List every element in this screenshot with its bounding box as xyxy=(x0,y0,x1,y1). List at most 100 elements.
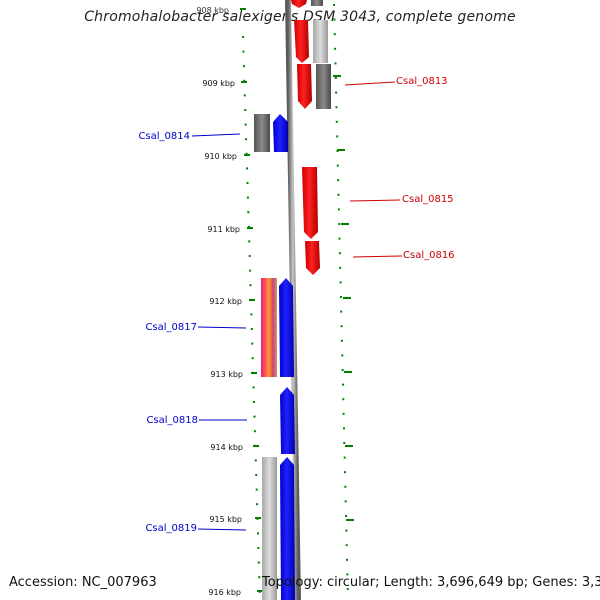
gene-label-csal-0813[interactable]: Csal_0813 xyxy=(396,76,448,87)
track-dot xyxy=(339,266,342,269)
gene-feature-forward[interactable] xyxy=(291,0,307,8)
gene-label-csal-0817[interactable]: Csal_0817 xyxy=(145,322,197,333)
genome-title: Chromohalobacter salexigens DSM 3043, co… xyxy=(84,9,516,25)
gene-csal-0819[interactable] xyxy=(280,457,295,600)
gene-feature-forward[interactable] xyxy=(294,20,309,63)
gene-label-csal-0816[interactable]: Csal_0816 xyxy=(403,250,455,261)
track-dot xyxy=(346,588,349,590)
accession-text: Accession: NC_007963 xyxy=(9,575,157,590)
track-dot xyxy=(342,398,345,401)
track-dot xyxy=(257,561,260,564)
track-dot xyxy=(334,47,337,50)
leader-line xyxy=(191,133,241,137)
track-dot xyxy=(246,167,248,170)
track-dot xyxy=(257,532,259,535)
reverse-genes xyxy=(254,114,295,600)
track-dot xyxy=(243,79,246,82)
track-dot xyxy=(346,573,349,576)
track-dot xyxy=(242,50,245,53)
track-dot xyxy=(250,328,253,330)
track-dot xyxy=(247,225,250,228)
track-dot xyxy=(340,325,343,328)
track-dot xyxy=(250,313,253,316)
track-dot xyxy=(256,503,259,506)
ruler-tick-label: 911 kbp xyxy=(207,225,240,234)
track-dot xyxy=(255,488,258,491)
gene-label-csal-0815[interactable]: Csal_0815 xyxy=(402,194,454,205)
ruler-tick-label: 910 kbp xyxy=(204,152,237,161)
track-dot xyxy=(340,339,343,342)
gene-csal-0815[interactable] xyxy=(302,167,318,239)
track-dot xyxy=(245,138,248,141)
track-dot xyxy=(345,529,348,532)
track-dot xyxy=(344,471,346,474)
ruler-tick-label: 913 kbp xyxy=(210,370,243,379)
gene-csal-0813[interactable] xyxy=(297,64,312,109)
track-dot xyxy=(335,91,338,94)
gene-labels: Csal_0813 Csal_0815 Csal_0816 Csal_0814 … xyxy=(138,76,454,534)
track-dot xyxy=(244,123,247,126)
gene-feature-gray[interactable] xyxy=(316,64,331,109)
genome-summary-text: Topology: circular; Length: 3,696,649 bp… xyxy=(262,575,600,590)
track-dot xyxy=(343,442,346,444)
track-dot xyxy=(252,386,255,389)
gene-feature-gray[interactable] xyxy=(311,0,323,6)
track-dot xyxy=(334,77,337,79)
track-dot xyxy=(258,576,261,579)
ruler-tick-label: 912 kbp xyxy=(209,297,242,306)
track-dot xyxy=(333,18,336,21)
track-dot xyxy=(337,193,340,196)
gene-label-csal-0819[interactable]: Csal_0819 xyxy=(145,523,197,534)
leader-line xyxy=(349,199,401,202)
track-dot xyxy=(246,196,249,199)
gene-label-csal-0814[interactable]: Csal_0814 xyxy=(138,131,190,142)
track-dot xyxy=(242,36,245,38)
gene-label-csal-0818[interactable]: Csal_0818 xyxy=(146,415,198,426)
track-dot xyxy=(247,211,250,214)
gene-csal-0817[interactable] xyxy=(279,278,294,377)
track-dot xyxy=(339,296,342,298)
track-dot xyxy=(345,515,347,517)
leader-line xyxy=(197,528,247,531)
gene-feature-light[interactable] xyxy=(313,20,328,63)
track-dot xyxy=(335,106,338,109)
gene-csal-0816[interactable] xyxy=(305,241,320,275)
track-dot xyxy=(339,281,342,284)
leader-line xyxy=(352,255,403,258)
ruler-tick-label: 909 kbp xyxy=(202,79,235,88)
track-dot xyxy=(340,310,343,313)
track-dot xyxy=(341,369,344,371)
track-dot xyxy=(344,485,347,488)
track-dot xyxy=(257,547,260,549)
track-dot xyxy=(345,544,348,547)
track-dot xyxy=(343,456,346,459)
track-dot xyxy=(344,500,347,503)
track-dot xyxy=(251,357,254,360)
track-dot xyxy=(243,65,245,68)
gene-csal-0818[interactable] xyxy=(280,387,295,454)
track-dot xyxy=(246,182,249,184)
track-dot xyxy=(337,179,340,182)
track-dot xyxy=(338,237,341,240)
gene-feature-multicolor[interactable] xyxy=(261,278,277,377)
track-dot xyxy=(334,62,337,65)
track-dot xyxy=(336,135,339,138)
track-dot xyxy=(341,354,344,357)
gene-feature-gray[interactable] xyxy=(254,114,270,152)
track-dot xyxy=(248,255,251,257)
track-dot xyxy=(251,342,254,345)
track-dot xyxy=(333,4,336,6)
ruler-tick-label: 908 kbp xyxy=(196,6,229,15)
ruler: 908 kbp 909 kbp 910 kbp 911 kbp 912 kbp … xyxy=(196,6,263,597)
track-dot xyxy=(333,33,336,36)
ruler-tick-label: 915 kbp xyxy=(209,515,242,524)
track-dot xyxy=(338,252,341,255)
gene-feature-light[interactable] xyxy=(262,457,277,600)
track-dot xyxy=(253,430,256,433)
track-dot xyxy=(342,412,345,415)
track-dot xyxy=(342,383,344,386)
track-dot xyxy=(243,94,246,97)
track-dot xyxy=(253,401,255,403)
ruler-tick-label: 914 kbp xyxy=(210,443,243,452)
gene-csal-0814[interactable] xyxy=(273,114,288,152)
